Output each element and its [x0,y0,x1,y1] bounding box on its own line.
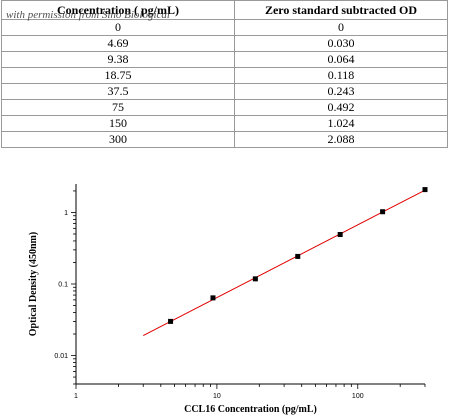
data-points [168,187,428,324]
concentration-cell: 0 [1,19,235,36]
concentration-cell: 37.5 [1,83,235,100]
concentration-header: Concentration ( pg/mL) [1,0,235,20]
od-cell: 1.024 [234,115,448,132]
table-row: 75 0.492 [1,99,448,116]
standard-curve-chart: 1 10 100 0.01 0.1 1 CCL16 Concentration (pg/m… [28,184,428,415]
od-cell: 0.492 [234,99,448,116]
table-row: 18.75 0.118 [1,67,448,84]
data-point [168,318,174,324]
table-row: 150 1.024 [1,115,448,132]
x-tick-label: 10 [213,393,221,400]
standard-curve-table: Concentration ( pg/mL) Zero standard sub… [1,0,448,148]
y-tick-label: 0.01 [54,353,68,360]
x-tick-label: 1 [74,393,78,400]
y-tick-label: 0.1 [58,282,68,289]
concentration-header-label: Concentration ( pg/mL) [57,3,179,17]
od-cell: 2.088 [234,131,448,148]
concentration-cell: 4.69 [1,35,235,52]
data-point [210,295,216,301]
concentration-cell: 75 [1,99,235,116]
fit-line-group [142,189,426,337]
data-point [337,232,343,238]
concentration-cell: 150 [1,115,235,132]
concentration-cell: 9.38 [1,51,235,68]
od-cell: 0.118 [234,67,448,84]
table-row: 300 2.088 [1,131,448,148]
x-tick-label: 100 [352,393,364,400]
od-header: Zero standard subtracted OD [234,0,448,20]
y-axis-title: Optical Density (450nm) [28,232,39,336]
table-row: 9.38 0.064 [1,51,448,68]
table-row: 37.5 0.243 [1,83,448,100]
data-point [295,253,301,259]
chart-axes [71,184,426,389]
od-cell: 0 [234,19,448,36]
od-cell: 0.064 [234,51,448,68]
data-point [380,209,386,215]
concentration-cell: 18.75 [1,67,235,84]
fit-line [142,189,426,337]
y-tick-label: 1 [64,210,68,217]
od-cell: 0.243 [234,83,448,100]
data-point [252,276,258,282]
data-point [422,187,428,193]
concentration-cell: 300 [1,131,235,148]
x-axis-title: CCL16 Concentration (pg/mL) [184,404,317,415]
od-cell: 0.030 [234,35,448,52]
table-row: 4.69 0.030 [1,35,448,52]
tick-labels: 1 10 100 0.01 0.1 1 [54,210,363,400]
table-header-row: Concentration ( pg/mL) Zero standard sub… [1,0,448,20]
